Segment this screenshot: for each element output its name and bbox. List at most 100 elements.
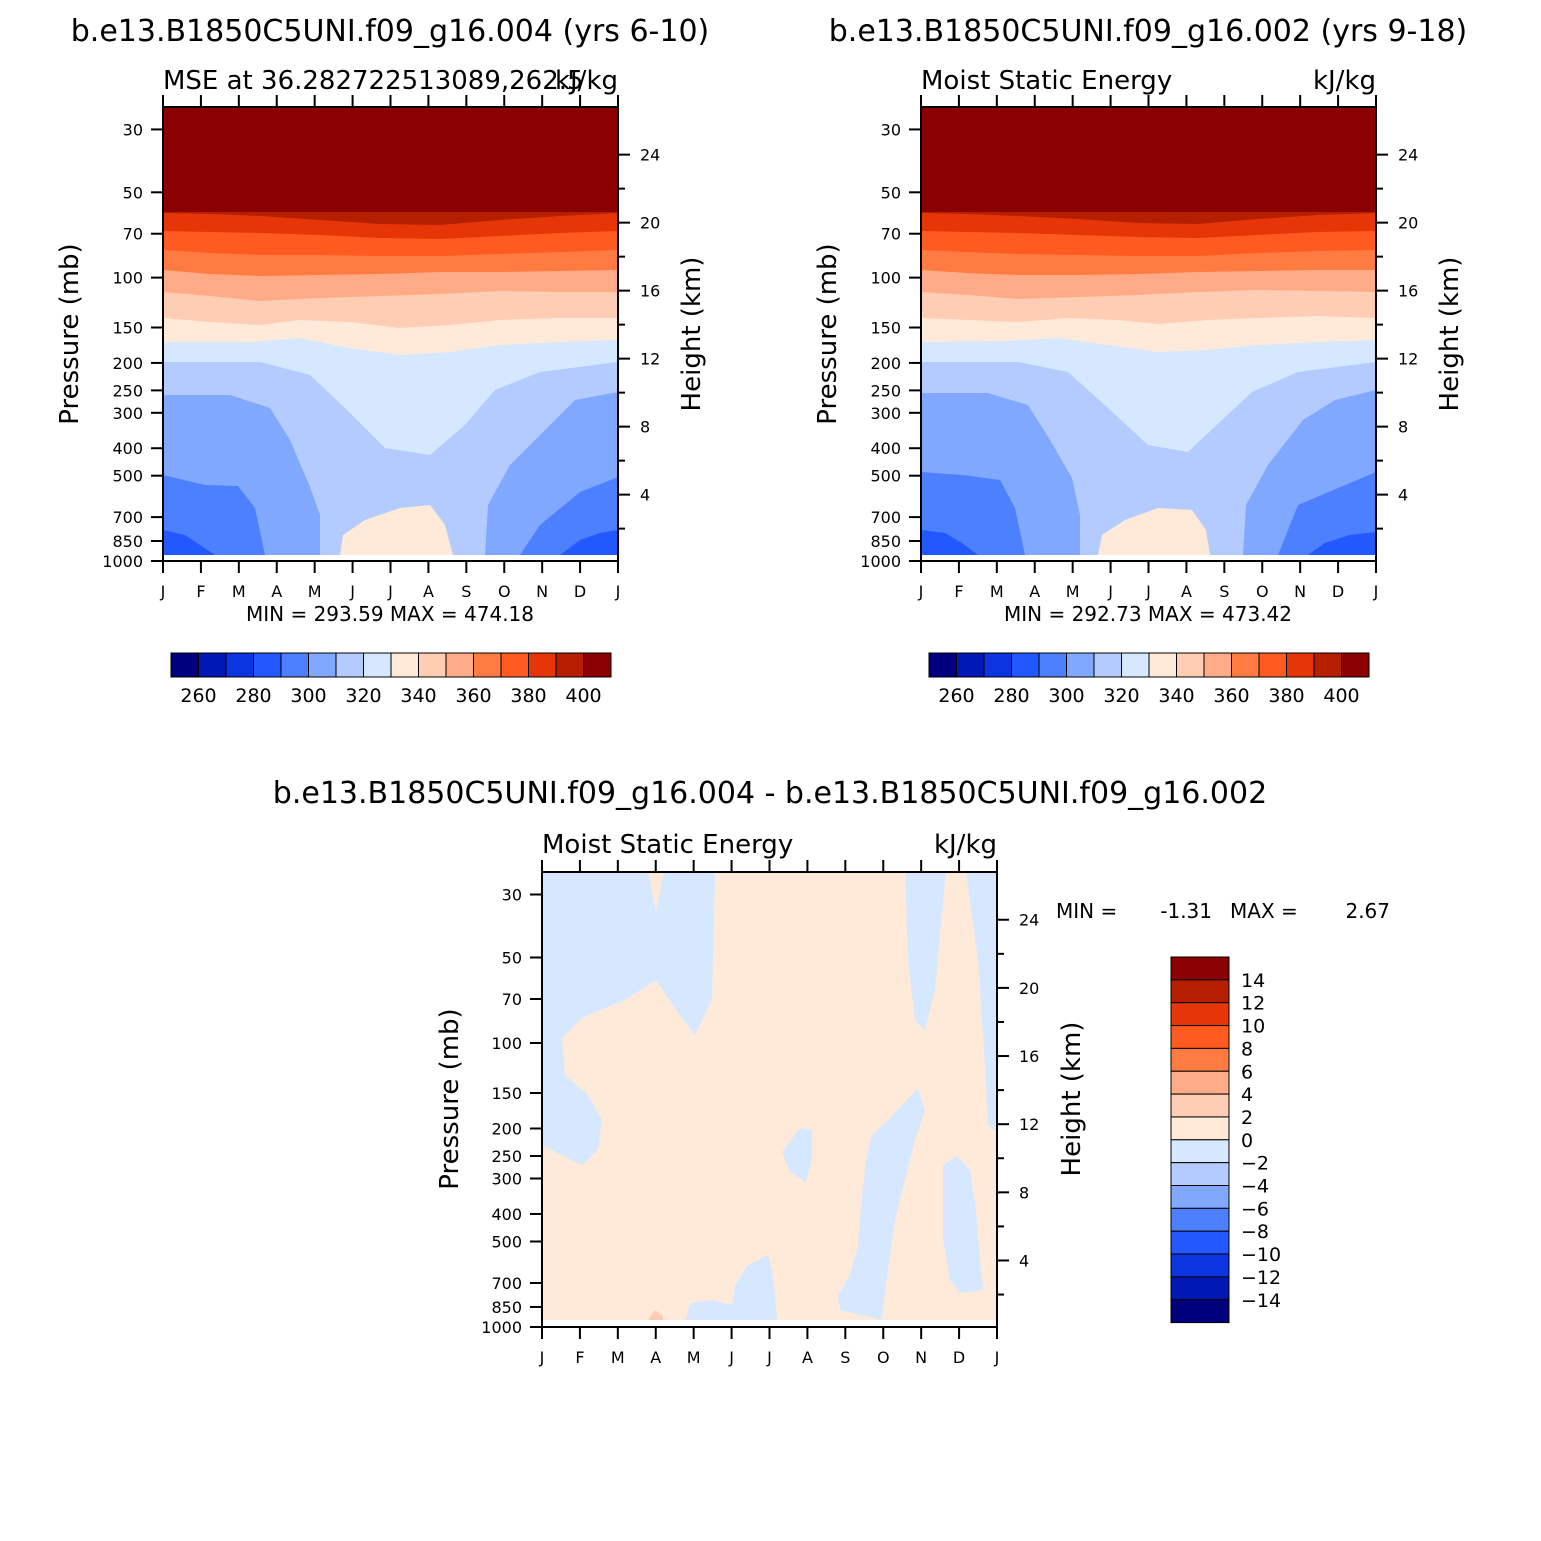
y-tick-label: 150 [870, 319, 901, 338]
neg-right-lower [943, 1156, 983, 1293]
colorbar-box [1176, 652, 1205, 678]
panel-1-colorbar: 260 280 300 320 340 360 380 400 [170, 652, 612, 707]
colorbar-box [1286, 652, 1315, 678]
colorbar-label: 14 [1241, 970, 1265, 992]
y-tick-label: 500 [491, 1233, 522, 1252]
x-tick-label: J [160, 582, 166, 601]
colorbar-box [418, 652, 447, 678]
colorbar-label: 260 [180, 685, 216, 707]
missing-surface-band [163, 555, 618, 561]
x-tick-label: D [953, 1348, 965, 1367]
x-tick-label: S [840, 1348, 850, 1367]
x-tick-label: O [877, 1348, 890, 1367]
x-tick-label: F [575, 1348, 584, 1367]
colorbar-label: 360 [1213, 685, 1249, 707]
y-tick-label: 850 [491, 1298, 522, 1317]
colorbar-label: −8 [1241, 1221, 1269, 1243]
colorbar-label: 380 [1268, 685, 1304, 707]
y-tick-label: 150 [491, 1084, 522, 1103]
band-w0-bottom [1098, 508, 1210, 555]
y-tick-label: 70 [502, 990, 522, 1009]
panel-3-contour-field [542, 872, 997, 1327]
panel-1-left-title: MSE at 36.282722513089,262.5 [163, 66, 584, 96]
panel-1-right-title: kJ/kg [555, 66, 618, 96]
colorbar-box [1170, 1093, 1230, 1118]
colorbar-label: 340 [400, 685, 436, 707]
panel-3-left-title: Moist Static Energy [542, 830, 793, 860]
panel-2: b.e13.B1850C5UNI.f09_g16.002 (yrs 9-18) … [813, 14, 1467, 707]
y-tick-label: 1000 [102, 552, 143, 571]
y2-tick-label: 4 [1019, 1251, 1029, 1270]
y2-tick-label: 12 [640, 350, 660, 369]
y-tick-label: 70 [881, 225, 901, 244]
y-tick-label: 300 [870, 404, 901, 423]
x-tick-label: J [1145, 582, 1151, 601]
neg-right-edge [966, 872, 997, 1132]
band-c3-left [163, 530, 215, 555]
colorbar-box [983, 652, 1012, 678]
y2-tick-label: 20 [1398, 214, 1418, 233]
y2-tick-label: 24 [640, 146, 660, 165]
x-tick-label: M [687, 1348, 701, 1367]
y-tick-label: 200 [870, 354, 901, 373]
colorbar-box [1011, 652, 1040, 678]
x-tick-label: J [766, 1348, 772, 1367]
x-tick-label: A [1181, 582, 1192, 601]
y-tick-label: 250 [112, 381, 143, 400]
panel-3: b.e13.B1850C5UNI.f09_g16.004 - b.e13.B18… [273, 776, 1390, 1367]
colorbar-label: 12 [1241, 993, 1265, 1015]
colorbar-label: 0 [1241, 1130, 1253, 1152]
x-tick-label: O [1256, 582, 1269, 601]
panel-3-min-value: -1.31 [1160, 899, 1212, 923]
panel-1-contour-field [163, 107, 618, 561]
colorbar-box [1313, 652, 1342, 678]
colorbar-label: −14 [1241, 1290, 1281, 1312]
panel-3-right-title: kJ/kg [934, 830, 997, 860]
neg-left-upper [542, 872, 715, 1165]
y-tick-label: 300 [112, 404, 143, 423]
colorbar-box [583, 652, 612, 678]
colorbar-label: −6 [1241, 1198, 1269, 1220]
colorbar-box [170, 652, 199, 678]
colorbar-box [335, 652, 364, 678]
panel-1-axes: J F M A M J J A S O N D J 30 50 70 100 150 200 250 300 400 500… [102, 95, 660, 601]
panel-1: b.e13.B1850C5UNI.f09_g16.004 (yrs 6-10) … [55, 14, 709, 707]
panel-3-ylabel2: Height (km) [1057, 1022, 1087, 1177]
colorbar-label: 260 [938, 685, 974, 707]
y-tick-label: 100 [112, 269, 143, 288]
colorbar-box [555, 652, 584, 678]
x-tick-label: M [1066, 582, 1080, 601]
panel-2-ylabel: Pressure (mb) [813, 243, 843, 424]
colorbar-box [473, 652, 502, 678]
x-tick-label: N [915, 1348, 927, 1367]
colorbar-box [1170, 1253, 1230, 1278]
colorbar-box [1038, 652, 1067, 678]
y2-tick-label: 20 [640, 214, 660, 233]
y-tick-label: 70 [123, 225, 143, 244]
colorbar-label: 320 [1103, 685, 1139, 707]
panel-2-case-title: b.e13.B1850C5UNI.f09_g16.002 (yrs 9-18) [829, 14, 1468, 49]
y-tick-label: 100 [870, 269, 901, 288]
band-w0-bottom [340, 505, 453, 555]
x-tick-label: J [728, 1348, 734, 1367]
panel-2-ylabel2: Height (km) [1435, 257, 1465, 412]
y2-tick-label: 24 [1398, 146, 1418, 165]
band-c3-left [921, 530, 978, 555]
colorbar-label: 340 [1158, 685, 1194, 707]
colorbar-box [1148, 652, 1177, 678]
colorbar-box [1170, 1276, 1230, 1301]
y-tick-label: 250 [491, 1147, 522, 1166]
y-tick-label: 400 [112, 439, 143, 458]
colorbar-box [1170, 1047, 1230, 1072]
x-tick-label: A [650, 1348, 661, 1367]
colorbar-box [1170, 1070, 1230, 1095]
panel-3-max-label: MAX = [1230, 899, 1298, 923]
y-tick-label: 850 [870, 532, 901, 551]
x-tick-label: M [232, 582, 246, 601]
colorbar-box [280, 652, 309, 678]
colorbar-label: −10 [1241, 1244, 1281, 1266]
colorbar-box [1170, 1230, 1230, 1255]
colorbar-box [1121, 652, 1150, 678]
x-tick-label: J [1373, 582, 1379, 601]
